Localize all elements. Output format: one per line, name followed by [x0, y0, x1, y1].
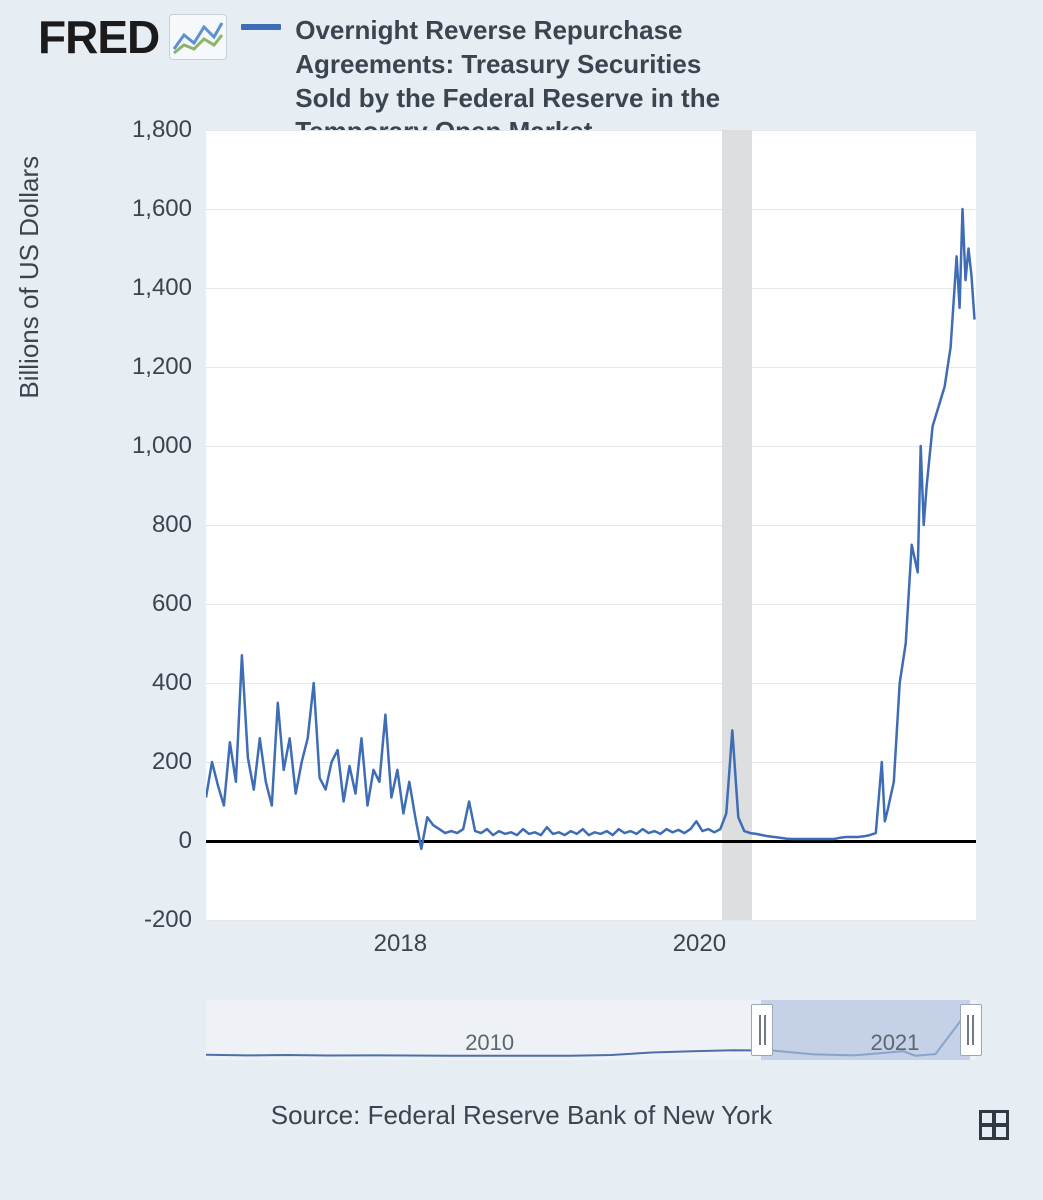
range-selection[interactable]: [761, 1000, 970, 1060]
brand-chart-icon: [169, 14, 227, 60]
y-tick-label: 600: [82, 590, 192, 618]
source-attribution: Source: Federal Reserve Bank of New York: [0, 1100, 1043, 1131]
y-tick-label: 1,600: [82, 195, 192, 223]
brand: FRED: [38, 10, 227, 64]
y-tick-label: 1,400: [82, 274, 192, 302]
gridline: [206, 920, 976, 921]
line-series: [206, 130, 976, 920]
x-tick-label: 2018: [374, 930, 427, 958]
range-handle-left[interactable]: [751, 1004, 773, 1056]
y-tick-label: 1,000: [82, 432, 192, 460]
range-slider[interactable]: 2010 2021: [206, 1000, 976, 1060]
range-tick-label: 2021: [870, 1030, 919, 1056]
y-tick-label: 200: [82, 748, 192, 776]
fullscreen-icon[interactable]: [979, 1110, 1009, 1140]
legend-swatch: [241, 24, 281, 30]
range-tick-label: 2010: [465, 1030, 514, 1056]
x-tick-label: 2020: [673, 930, 726, 958]
page-root: FRED Overnight Reverse Repurchase Agreem…: [0, 0, 1043, 1200]
y-tick-label: -200: [82, 906, 192, 934]
range-handle-right[interactable]: [960, 1004, 982, 1056]
y-axis-title: Billions of US Dollars: [14, 156, 45, 399]
y-tick-label: 400: [82, 669, 192, 697]
y-tick-label: 1,800: [82, 116, 192, 144]
chart-plot-area[interactable]: [206, 130, 976, 920]
brand-name: FRED: [38, 10, 159, 64]
y-tick-label: 0: [82, 827, 192, 855]
y-tick-label: 800: [82, 511, 192, 539]
y-tick-label: 1,200: [82, 353, 192, 381]
